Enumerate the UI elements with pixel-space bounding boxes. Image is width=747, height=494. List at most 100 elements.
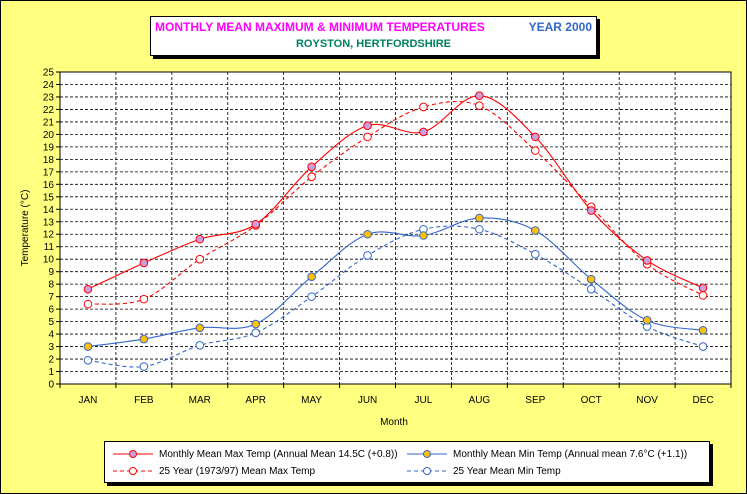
legend-label-25yr-max: 25 Year (1973/97) Mean Max Temp (159, 465, 316, 477)
data-point-0 (698, 283, 708, 293)
y-tick-label: 8 (48, 280, 54, 291)
data-point-3 (530, 249, 540, 259)
legend-item-25yr-max: 25 Year (1973/97) Mean Max Temp (111, 464, 315, 478)
x-tick-label: DEC (692, 395, 713, 406)
data-point-1 (475, 213, 484, 223)
x-tick-label: OCT (581, 395, 602, 406)
data-point-2 (83, 299, 93, 309)
x-tick-label: MAR (189, 395, 211, 406)
legend: Monthly Mean Max Temp (Annual Mean 14.5C… (104, 441, 710, 483)
y-tick-label: 16 (43, 180, 55, 191)
data-point-1 (83, 342, 93, 351)
x-tick-label: AUG (469, 395, 491, 406)
y-tick-label: 24 (43, 80, 55, 91)
legend-label-min: Monthly Mean Min Temp (Annual mean 7.6°C… (453, 448, 688, 460)
data-point-1 (586, 274, 596, 284)
chart-year: YEAR 2000 (528, 20, 592, 34)
y-tick-label: 2 (48, 355, 54, 366)
data-point-0 (419, 127, 428, 137)
legend-item-min: Monthly Mean Min Temp (Annual mean 7.6°C… (405, 447, 687, 461)
data-point-3 (251, 328, 261, 338)
y-tick-label: 20 (43, 130, 55, 141)
data-point-2 (363, 132, 372, 142)
x-tick-label: JUN (358, 395, 377, 406)
y-tick-label: 1 (48, 367, 54, 378)
legend-swatch-25yr-max (113, 467, 153, 475)
x-tick-label: APR (245, 395, 266, 406)
data-point-0 (530, 132, 540, 142)
x-tick-label: NOV (636, 395, 658, 406)
x-tick-label: JUL (415, 395, 433, 406)
y-tick-label: 17 (43, 167, 55, 178)
data-point-1 (642, 316, 652, 325)
y-tick-label: 23 (43, 92, 55, 103)
data-point-3 (139, 362, 149, 371)
x-tick-label: MAY (301, 395, 322, 406)
y-tick-label: 11 (44, 242, 55, 253)
data-point-1 (530, 226, 540, 235)
data-point-2 (698, 291, 708, 300)
y-tick-label: 7 (48, 292, 54, 303)
y-tick-label: 13 (43, 217, 55, 228)
y-tick-label: 3 (48, 342, 54, 353)
data-point-3 (475, 224, 484, 234)
data-point-0 (586, 206, 596, 215)
data-point-3 (363, 251, 372, 260)
x-axis-label: Month (380, 417, 408, 428)
data-point-3 (195, 341, 205, 350)
series-line-2 (87, 100, 704, 305)
data-point-1 (419, 231, 428, 240)
y-tick-label: 18 (43, 155, 55, 166)
y-tick-label: 22 (43, 105, 55, 116)
data-point-0 (195, 234, 205, 244)
data-point-2 (475, 101, 484, 110)
chart-subtitle: ROYSTON, HERTFORDSHIRE (295, 38, 452, 50)
data-point-2 (419, 102, 428, 112)
legend-item-max: Monthly Mean Max Temp (Annual Mean 14.5C… (111, 447, 398, 461)
data-point-0 (475, 91, 484, 101)
data-point-3 (307, 292, 316, 301)
data-point-0 (363, 121, 372, 130)
legend-swatch-25yr-min (407, 467, 447, 475)
data-point-0 (139, 258, 149, 268)
y-tick-label: 25 (43, 68, 55, 79)
data-point-2 (307, 172, 316, 182)
data-point-3 (83, 355, 93, 365)
y-tick-label: 9 (48, 267, 54, 278)
data-point-3 (586, 284, 596, 294)
y-tick-label: 6 (48, 305, 54, 316)
data-point-1 (363, 229, 372, 239)
y-tick-label: 15 (43, 192, 55, 203)
legend-label-25yr-min: 25 Year Mean Min Temp (453, 465, 561, 477)
x-tick-label: FEB (134, 395, 154, 406)
data-point-0 (307, 162, 316, 172)
x-tick-label: JAN (79, 395, 98, 406)
data-point-1 (307, 272, 316, 281)
data-point-2 (530, 146, 540, 155)
legend-swatch-max (113, 450, 153, 458)
data-point-1 (251, 319, 261, 329)
y-tick-label: 12 (43, 230, 55, 241)
data-point-1 (139, 334, 149, 344)
data-point-2 (195, 254, 205, 264)
x-tick-label: SEP (525, 395, 545, 406)
y-tick-label: 4 (48, 330, 54, 341)
y-tick-label: 14 (43, 205, 55, 216)
y-tick-label: 0 (48, 380, 54, 391)
legend-label-max: Monthly Mean Max Temp (Annual Mean 14.5C… (159, 448, 398, 460)
chart-title-box: MONTHLY MEAN MAXIMUM & MINIMUM TEMPERATU… (150, 16, 597, 56)
data-point-0 (83, 284, 93, 294)
legend-swatch-min (407, 450, 447, 458)
y-axis-label: Temperature (°C) (20, 190, 31, 267)
chart-title: MONTHLY MEAN MAXIMUM & MINIMUM TEMPERATU… (155, 20, 485, 34)
y-tick-label: 19 (43, 142, 55, 153)
series-line-3 (87, 225, 704, 368)
data-point-0 (642, 256, 652, 265)
data-point-3 (698, 342, 708, 351)
data-point-2 (139, 294, 149, 304)
y-tick-label: 21 (43, 117, 55, 128)
y-tick-label: 10 (43, 255, 55, 266)
data-point-1 (698, 326, 708, 335)
legend-item-25yr-min: 25 Year Mean Min Temp (405, 464, 561, 478)
y-tick-label: 5 (48, 317, 54, 328)
